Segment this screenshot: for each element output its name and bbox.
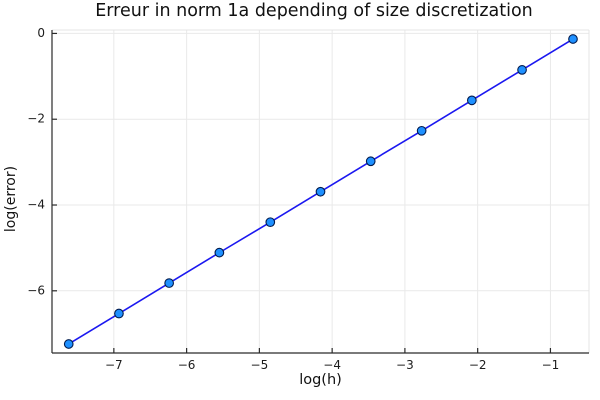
y-tick-label: 0 [37, 26, 45, 40]
x-tick-label: −7 [105, 358, 123, 372]
x-tick-label: −4 [323, 358, 341, 372]
data-point-marker [265, 217, 276, 228]
x-tick-label: −1 [542, 358, 560, 372]
data-point-marker [416, 125, 427, 136]
y-axis-label: log(error) [3, 165, 19, 233]
x-tick-label: −3 [396, 358, 414, 372]
data-point-marker [466, 95, 477, 106]
x-tick-label: −5 [251, 358, 269, 372]
tick-labels: −7 −6 −5 −4 −3 −2 −1 0 −2 −4 −6 [27, 26, 559, 372]
data-point-marker [517, 65, 527, 75]
x-tick-label: −2 [469, 358, 487, 372]
chart-title: Erreur in norm 1a depending of size disc… [95, 1, 533, 21]
data-point-marker [114, 308, 124, 319]
data-point-marker [568, 34, 578, 44]
axis-ticks [52, 32, 552, 353]
y-tick-label: −6 [27, 283, 45, 297]
data-point-marker [164, 278, 175, 288]
plot-frame [51, 29, 590, 354]
gridlines [52, 30, 589, 353]
x-tick-label: −6 [178, 358, 196, 372]
data-point-marker [315, 186, 326, 197]
y-tick-label: −2 [27, 112, 45, 126]
x-axis-label: log(h) [299, 372, 342, 388]
data-series [63, 34, 578, 349]
data-point-marker [63, 339, 74, 349]
y-tick-label: −4 [27, 198, 45, 212]
data-point-marker [365, 156, 376, 167]
data-point-marker [214, 247, 225, 258]
